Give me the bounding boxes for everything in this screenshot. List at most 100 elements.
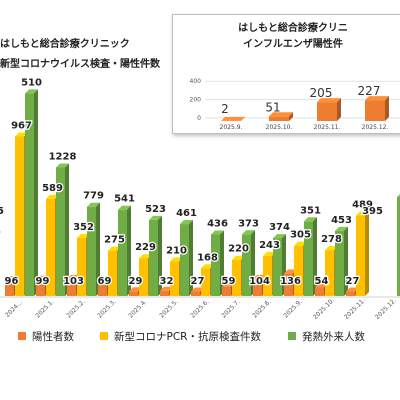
data-label-fever-8: 373 [238, 218, 259, 229]
bar-tests-2 [46, 198, 55, 296]
bar-tests-11 [325, 250, 334, 296]
bar-fever-9-top [273, 234, 286, 239]
bar-tests-7-top [201, 264, 214, 269]
x-tick-label-6: 2025.5. [158, 298, 179, 319]
bar-tests-10-top [294, 241, 307, 246]
data-label-fever-7: 436 [207, 218, 228, 229]
bar-fever-2 [56, 167, 65, 296]
bar-fever-11-top [335, 226, 348, 231]
legend: 陽性者数 新型コロナPCR・抗原検査件数 発熱外来人数 [0, 326, 400, 346]
bar-fever-7-top [211, 230, 224, 235]
bar-tests-12 [356, 215, 365, 296]
data-label-tests-3: 352 [73, 222, 94, 233]
inset-title: はしもと総合診療クリニ [238, 23, 348, 34]
bar-fever-1-top [25, 89, 38, 94]
bar-fever-1-side [34, 89, 38, 296]
data-label-tests-7: 168 [197, 252, 218, 263]
data-label-positive-5: 29 [129, 276, 143, 287]
inset-x-tick-1: 2025.10. [266, 124, 293, 131]
data-label-tests-5: 229 [135, 242, 156, 253]
bar-tests-8-top [232, 255, 245, 260]
data-label-positive-8: 59 [222, 276, 236, 287]
data-label-fever-4: 541 [114, 194, 135, 205]
x-tick-label-4: 2025.3. [96, 298, 117, 319]
data-label-tests-12: 489 [352, 199, 373, 210]
x-tick-label-1: 2024... [4, 299, 24, 319]
influenza-bars: 0 200 400 2 2025.9. 51 2025.10. 205 2025.11. 227 2… [190, 78, 400, 131]
bar-tests-5 [139, 258, 148, 296]
data-label-positive-12: 27 [346, 276, 360, 287]
inset-bar-0-top [221, 116, 245, 121]
data-label-positive-2: 99 [36, 276, 50, 287]
data-label-tests-11: 278 [321, 234, 342, 245]
bar-fever-6 [180, 224, 189, 296]
data-label-fever-0: 5 [0, 206, 4, 217]
bar-fever-5 [149, 219, 158, 296]
bar-tests-4-top [108, 246, 121, 251]
x-tick-label-5: 2025.4. [127, 298, 148, 319]
chart-subtitle: 新型コロナウイルス検査・陽性件数 [0, 59, 160, 70]
bar-fever-2-top [56, 163, 69, 168]
bar-positive-12 [346, 291, 355, 296]
bar-fever-8 [242, 234, 251, 296]
bar-fever-10-top [304, 217, 317, 222]
bar-positive-2 [36, 279, 45, 296]
bar-fever-11 [335, 230, 344, 296]
bar-positive-9 [253, 278, 262, 296]
inset-y-tick-0: 0 [197, 115, 201, 122]
legend-positive: 陽性者数 [18, 326, 74, 346]
data-label-positive-7: 27 [191, 276, 205, 287]
bar-positive-4-top [98, 280, 111, 285]
inset-x-tick-2: 2025.11. [314, 124, 341, 131]
x-tick-label-7: 2025.6. [189, 298, 210, 319]
inset-data-label-1: 51 [265, 100, 280, 114]
data-label-positive-3: 103 [63, 276, 84, 287]
bar-positive-5 [129, 291, 138, 296]
inset-bar-3-top [365, 96, 389, 101]
inset-bar-2-top [317, 98, 341, 103]
data-label-fever-9: 374 [269, 222, 290, 233]
bar-positive-1 [5, 280, 14, 296]
bar-tests-12-top [356, 211, 369, 216]
inset-bar-1-side [289, 112, 293, 121]
data-label-positive-10: 136 [280, 276, 301, 287]
bar-positive-7 [191, 291, 200, 296]
legend-positive-swatch [18, 332, 26, 340]
data-label-fever-6: 461 [176, 208, 197, 219]
data-label-fever-12: 395 [362, 206, 383, 217]
inset-bar-0-side [241, 116, 245, 121]
inset-y-tick-2: 400 [190, 78, 202, 85]
bar-positive-12-top [346, 287, 359, 292]
data-label-positive-1: 96 [5, 276, 19, 287]
bar-positive-10-top [284, 269, 297, 274]
bar-fever-7 [211, 234, 220, 296]
x-tick-label-13: 2025.12. [374, 297, 398, 321]
data-label-tests-10: 305 [290, 230, 311, 241]
bar-fever-2-side [65, 163, 69, 296]
inset-x-tick-3: 2025.12. [362, 124, 389, 131]
inset-data-label-0: 2 [221, 102, 229, 116]
bar-fever-7-side [220, 230, 224, 296]
bar-tests-1-top [15, 132, 28, 137]
bar-positive-11-top [315, 283, 328, 288]
bar-positive-2-top [36, 275, 49, 280]
legend-fever-swatch [288, 332, 296, 340]
bar-positive-11 [315, 287, 324, 296]
bar-tests-3-top [77, 233, 90, 238]
inset-x-tick-0: 2025.9. [220, 124, 243, 131]
data-label-fever-11: 453 [331, 215, 352, 226]
x-tick-label-2: 2025.1. [34, 298, 55, 319]
bar-fever-13-top [397, 194, 400, 197]
data-label-tests-1: 967 [11, 120, 32, 131]
bar-fever-4-top [118, 205, 131, 210]
inset-bar-2-side [337, 98, 341, 121]
bar-fever-1 [25, 93, 34, 296]
data-label-tests-6: 210 [166, 245, 187, 256]
legend-fever-label: 発熱外来人数 [302, 330, 365, 343]
bar-positive-8-top [222, 282, 235, 287]
data-label-positive-4: 69 [98, 276, 112, 287]
inset-bar-2 [317, 102, 337, 121]
data-label-fever-5: 523 [145, 204, 166, 215]
bar-positive-8 [222, 286, 231, 296]
